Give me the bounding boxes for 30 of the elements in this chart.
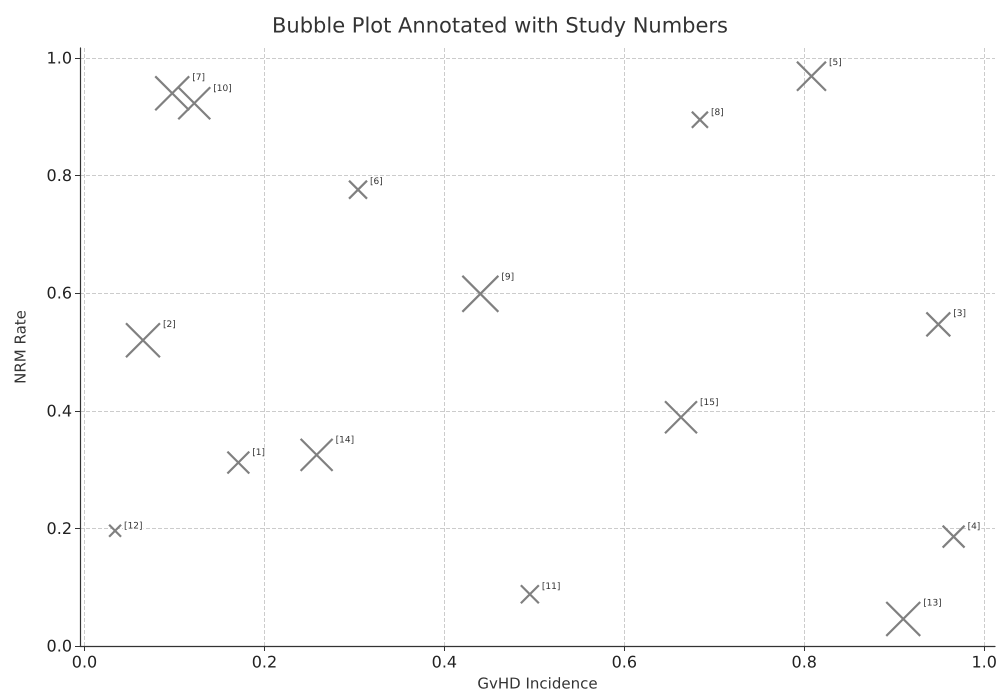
annotation: [11] [542,582,560,592]
x-tick-label: 1.0 [971,652,997,672]
chart-title: Bubble Plot Annotated with Study Numbers [272,14,728,38]
annotation: [9] [501,272,514,282]
annotation: [15] [700,398,718,408]
x-tick-label: 0.2 [252,652,278,672]
y-tick-label: 0.6 [46,284,72,303]
annotation: [7] [192,72,205,83]
annotation: [2] [162,320,176,330]
annotation: [4] [968,522,980,532]
annotation: [8] [710,108,724,118]
y-tick-label: 0.4 [46,401,72,420]
x-tick-label: 0.4 [432,652,458,672]
y-tick-label: 0.0 [46,636,72,656]
y-tick-label: 0.2 [46,518,72,538]
annotation: [12] [124,521,143,532]
x-axis-title: GvHD Incidence [477,674,598,692]
annotation: [1] [252,448,266,458]
annotation: [13] [923,598,942,608]
y-axis-title: NRM Rate [12,310,30,384]
x-tick-label: 0.6 [612,652,638,672]
x-tick-label: 0.8 [792,652,817,672]
y-tick-label: 0.8 [46,166,72,186]
x-tick-label: 0.0 [72,652,98,672]
annotation: [10] [213,84,232,94]
y-tick-label: 1.0 [46,48,72,68]
annotation: [6] [370,177,383,188]
annotation: [3] [953,308,966,319]
annotation: [5] [828,58,842,68]
annotation: [14] [336,435,354,446]
